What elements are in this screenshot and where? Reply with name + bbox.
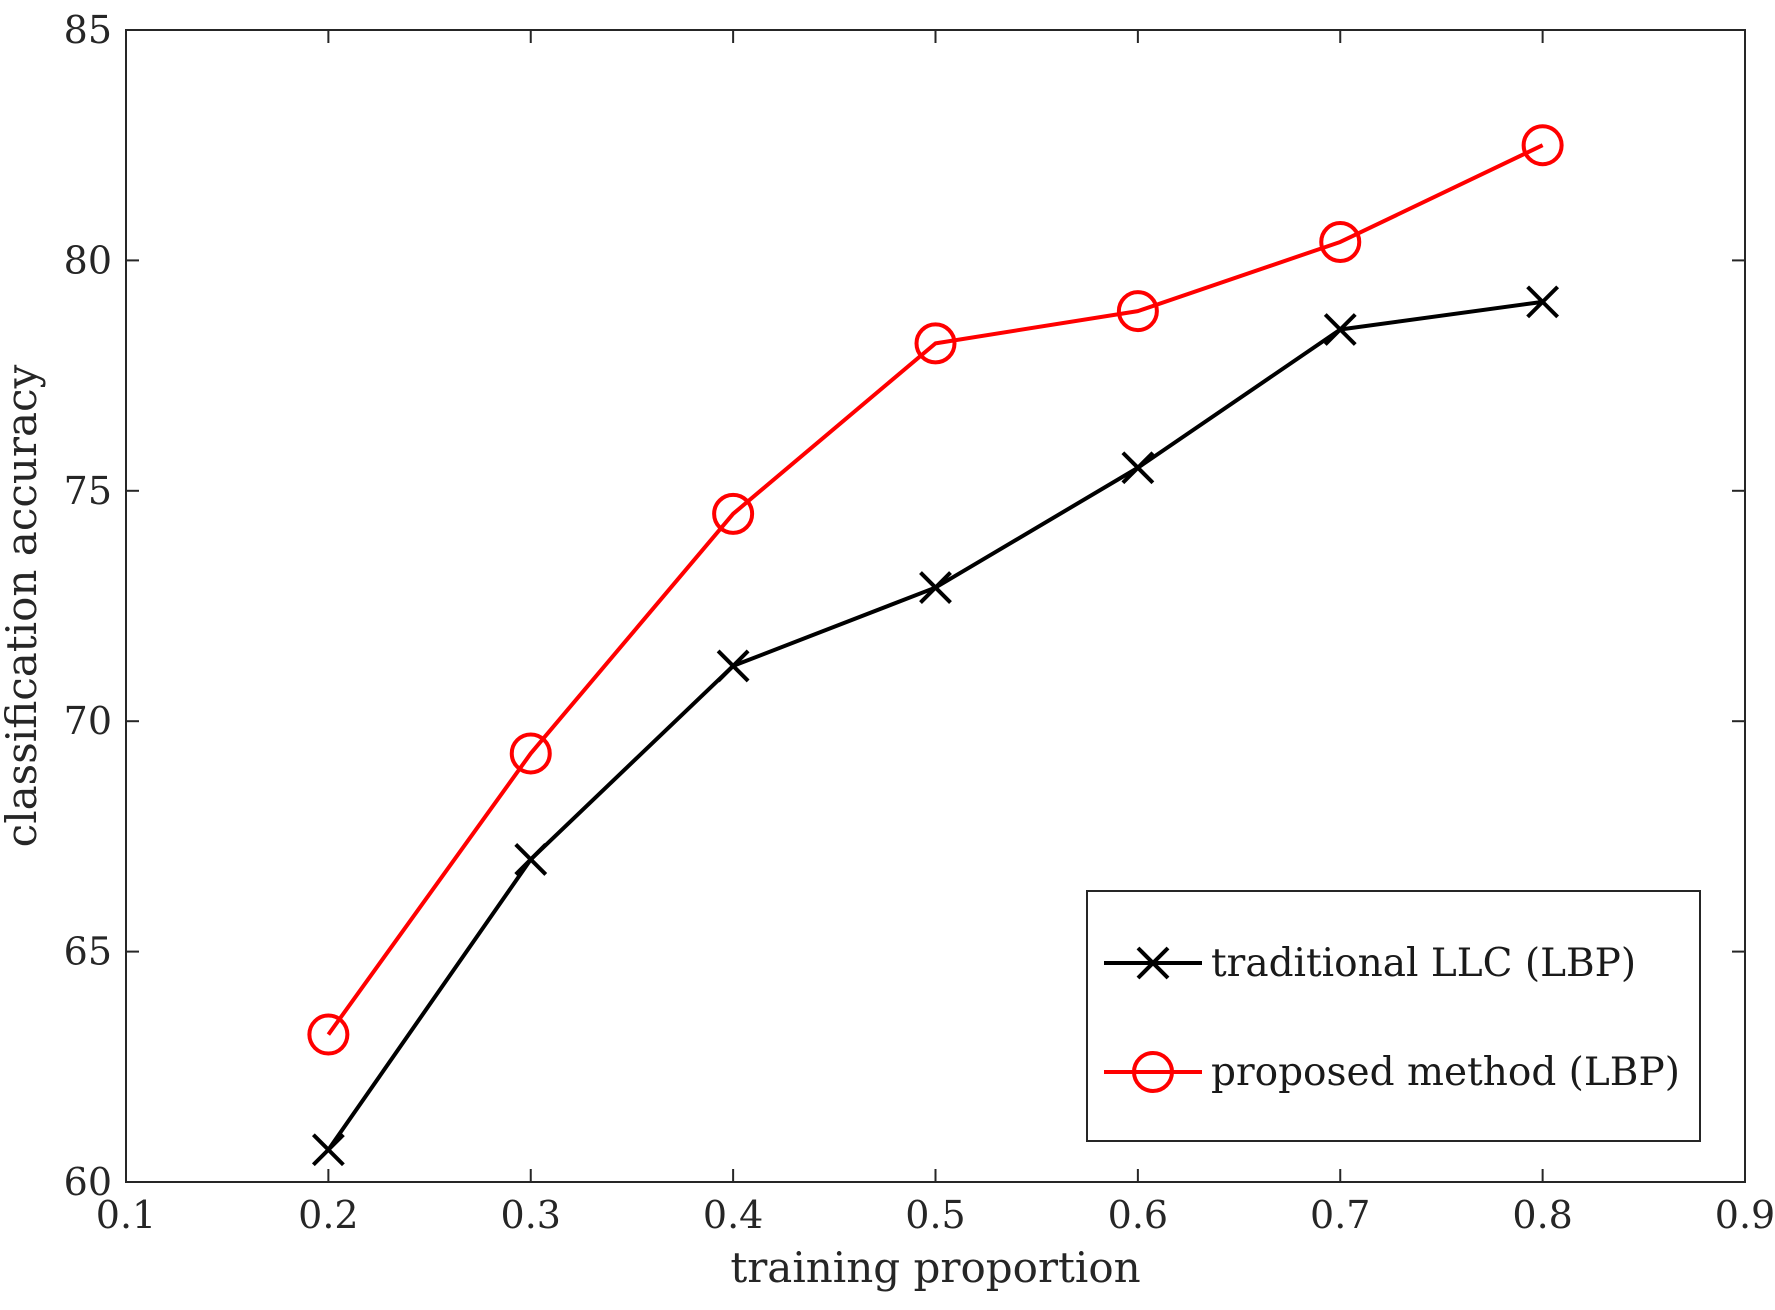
legend-item-proposed-method: proposed method (LBP): [1104, 1050, 1680, 1095]
y-tick-labels: 60 65 70 75 80 85: [64, 8, 112, 1204]
legend: traditional LLC (LBP) proposed method (L…: [1086, 890, 1701, 1142]
x-tick-label: 0.2: [298, 1193, 358, 1237]
data-point-proposed-method: [307, 1013, 350, 1056]
legend-label-traditional-llc: traditional LLC (LBP): [1211, 941, 1636, 986]
x-tick-label: 0.3: [501, 1193, 561, 1237]
x-marker-stroke: [919, 571, 952, 604]
x-marker-stroke: [311, 1133, 345, 1167]
legend-box: [1086, 890, 1701, 1142]
y-tick-label: 65: [64, 930, 112, 974]
x-tick-label: 0.6: [1108, 1193, 1168, 1237]
data-point-traditional-llc: [919, 571, 952, 604]
x-marker-stroke: [716, 649, 750, 683]
legend-label-proposed-method: proposed method (LBP): [1211, 1050, 1680, 1095]
x-marker-stroke: [1526, 285, 1560, 319]
x-tick-label: 0.4: [703, 1193, 763, 1237]
x-tick-label: 0.5: [905, 1193, 965, 1237]
y-tick-label: 80: [64, 238, 112, 282]
y-tick-label: 70: [64, 699, 112, 743]
series-traditional-llc: [311, 285, 1560, 1167]
axis-ticks: [125, 29, 1746, 1183]
x-marker-stroke: [1136, 946, 1170, 980]
x-marker-stroke: [1121, 451, 1155, 485]
data-point-proposed-method: [1521, 124, 1564, 167]
data-point-proposed-method: [1319, 220, 1362, 263]
legend-item-traditional-llc: traditional LLC (LBP): [1104, 941, 1636, 986]
y-tick-label: 60: [64, 1160, 112, 1204]
legend-x-marker-shape: [1136, 946, 1170, 980]
data-point-traditional-llc: [716, 649, 750, 683]
data-point-traditional-llc: [514, 843, 548, 876]
legend-circle-marker-icon: [1132, 1051, 1174, 1093]
legend-x-marker-icon: [1136, 946, 1170, 980]
data-point-traditional-llc: [1121, 451, 1155, 485]
data-point-proposed-method: [914, 322, 957, 365]
legend-circle-marker-shape: [1132, 1051, 1174, 1093]
data-point-proposed-method: [509, 732, 552, 775]
x-tick-labels: 0.1 0.2 0.3 0.4 0.5 0.6 0.7 0.8 0.9: [96, 1193, 1775, 1237]
series-layer: [307, 124, 1564, 1167]
x-tick-label: 0.1: [96, 1193, 156, 1237]
series-proposed-method: [307, 124, 1564, 1056]
y-tick-label: 85: [64, 8, 112, 52]
data-point-traditional-llc: [311, 1133, 345, 1167]
x-tick-label: 0.7: [1310, 1193, 1370, 1237]
x-tick-label: 0.9: [1715, 1193, 1775, 1237]
series-line-proposed-method: [326, 143, 1544, 1036]
data-point-proposed-method: [1116, 290, 1159, 333]
x-marker-stroke: [514, 843, 548, 876]
y-tick-label: 75: [64, 469, 112, 513]
x-tick-label: 0.8: [1512, 1193, 1572, 1237]
y-axis-label: classification accuracy: [0, 364, 46, 847]
data-point-traditional-llc: [1323, 313, 1357, 346]
x-axis-label: training proportion: [730, 1243, 1140, 1292]
data-point-traditional-llc: [1526, 285, 1560, 319]
data-point-proposed-method: [712, 492, 755, 535]
x-marker-stroke: [1323, 313, 1357, 346]
